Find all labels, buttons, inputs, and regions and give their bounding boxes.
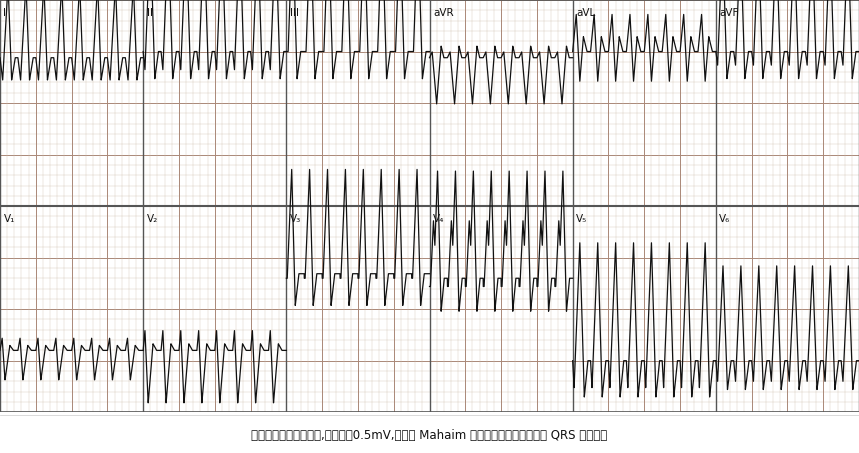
Text: III: III [289, 8, 299, 18]
Text: V₅: V₅ [576, 214, 588, 224]
Text: V₃: V₃ [289, 214, 301, 224]
Text: V₁: V₁ [3, 214, 15, 224]
Text: V₆: V₆ [719, 214, 730, 224]
Text: V₂: V₂ [147, 214, 158, 224]
Text: aVL: aVL [576, 8, 595, 18]
Text: aVF: aVF [719, 8, 739, 18]
Text: 反复发作心动过速患者,定准电压0.5mV,提示由 Mahaim 纤维预激引起的折返性宽 QRS 心动过速: 反复发作心动过速患者,定准电压0.5mV,提示由 Mahaim 纤维预激引起的折… [252, 429, 607, 443]
Text: I: I [3, 8, 6, 18]
Text: V₄: V₄ [433, 214, 444, 224]
Text: II: II [147, 8, 153, 18]
Text: aVR: aVR [433, 8, 454, 18]
